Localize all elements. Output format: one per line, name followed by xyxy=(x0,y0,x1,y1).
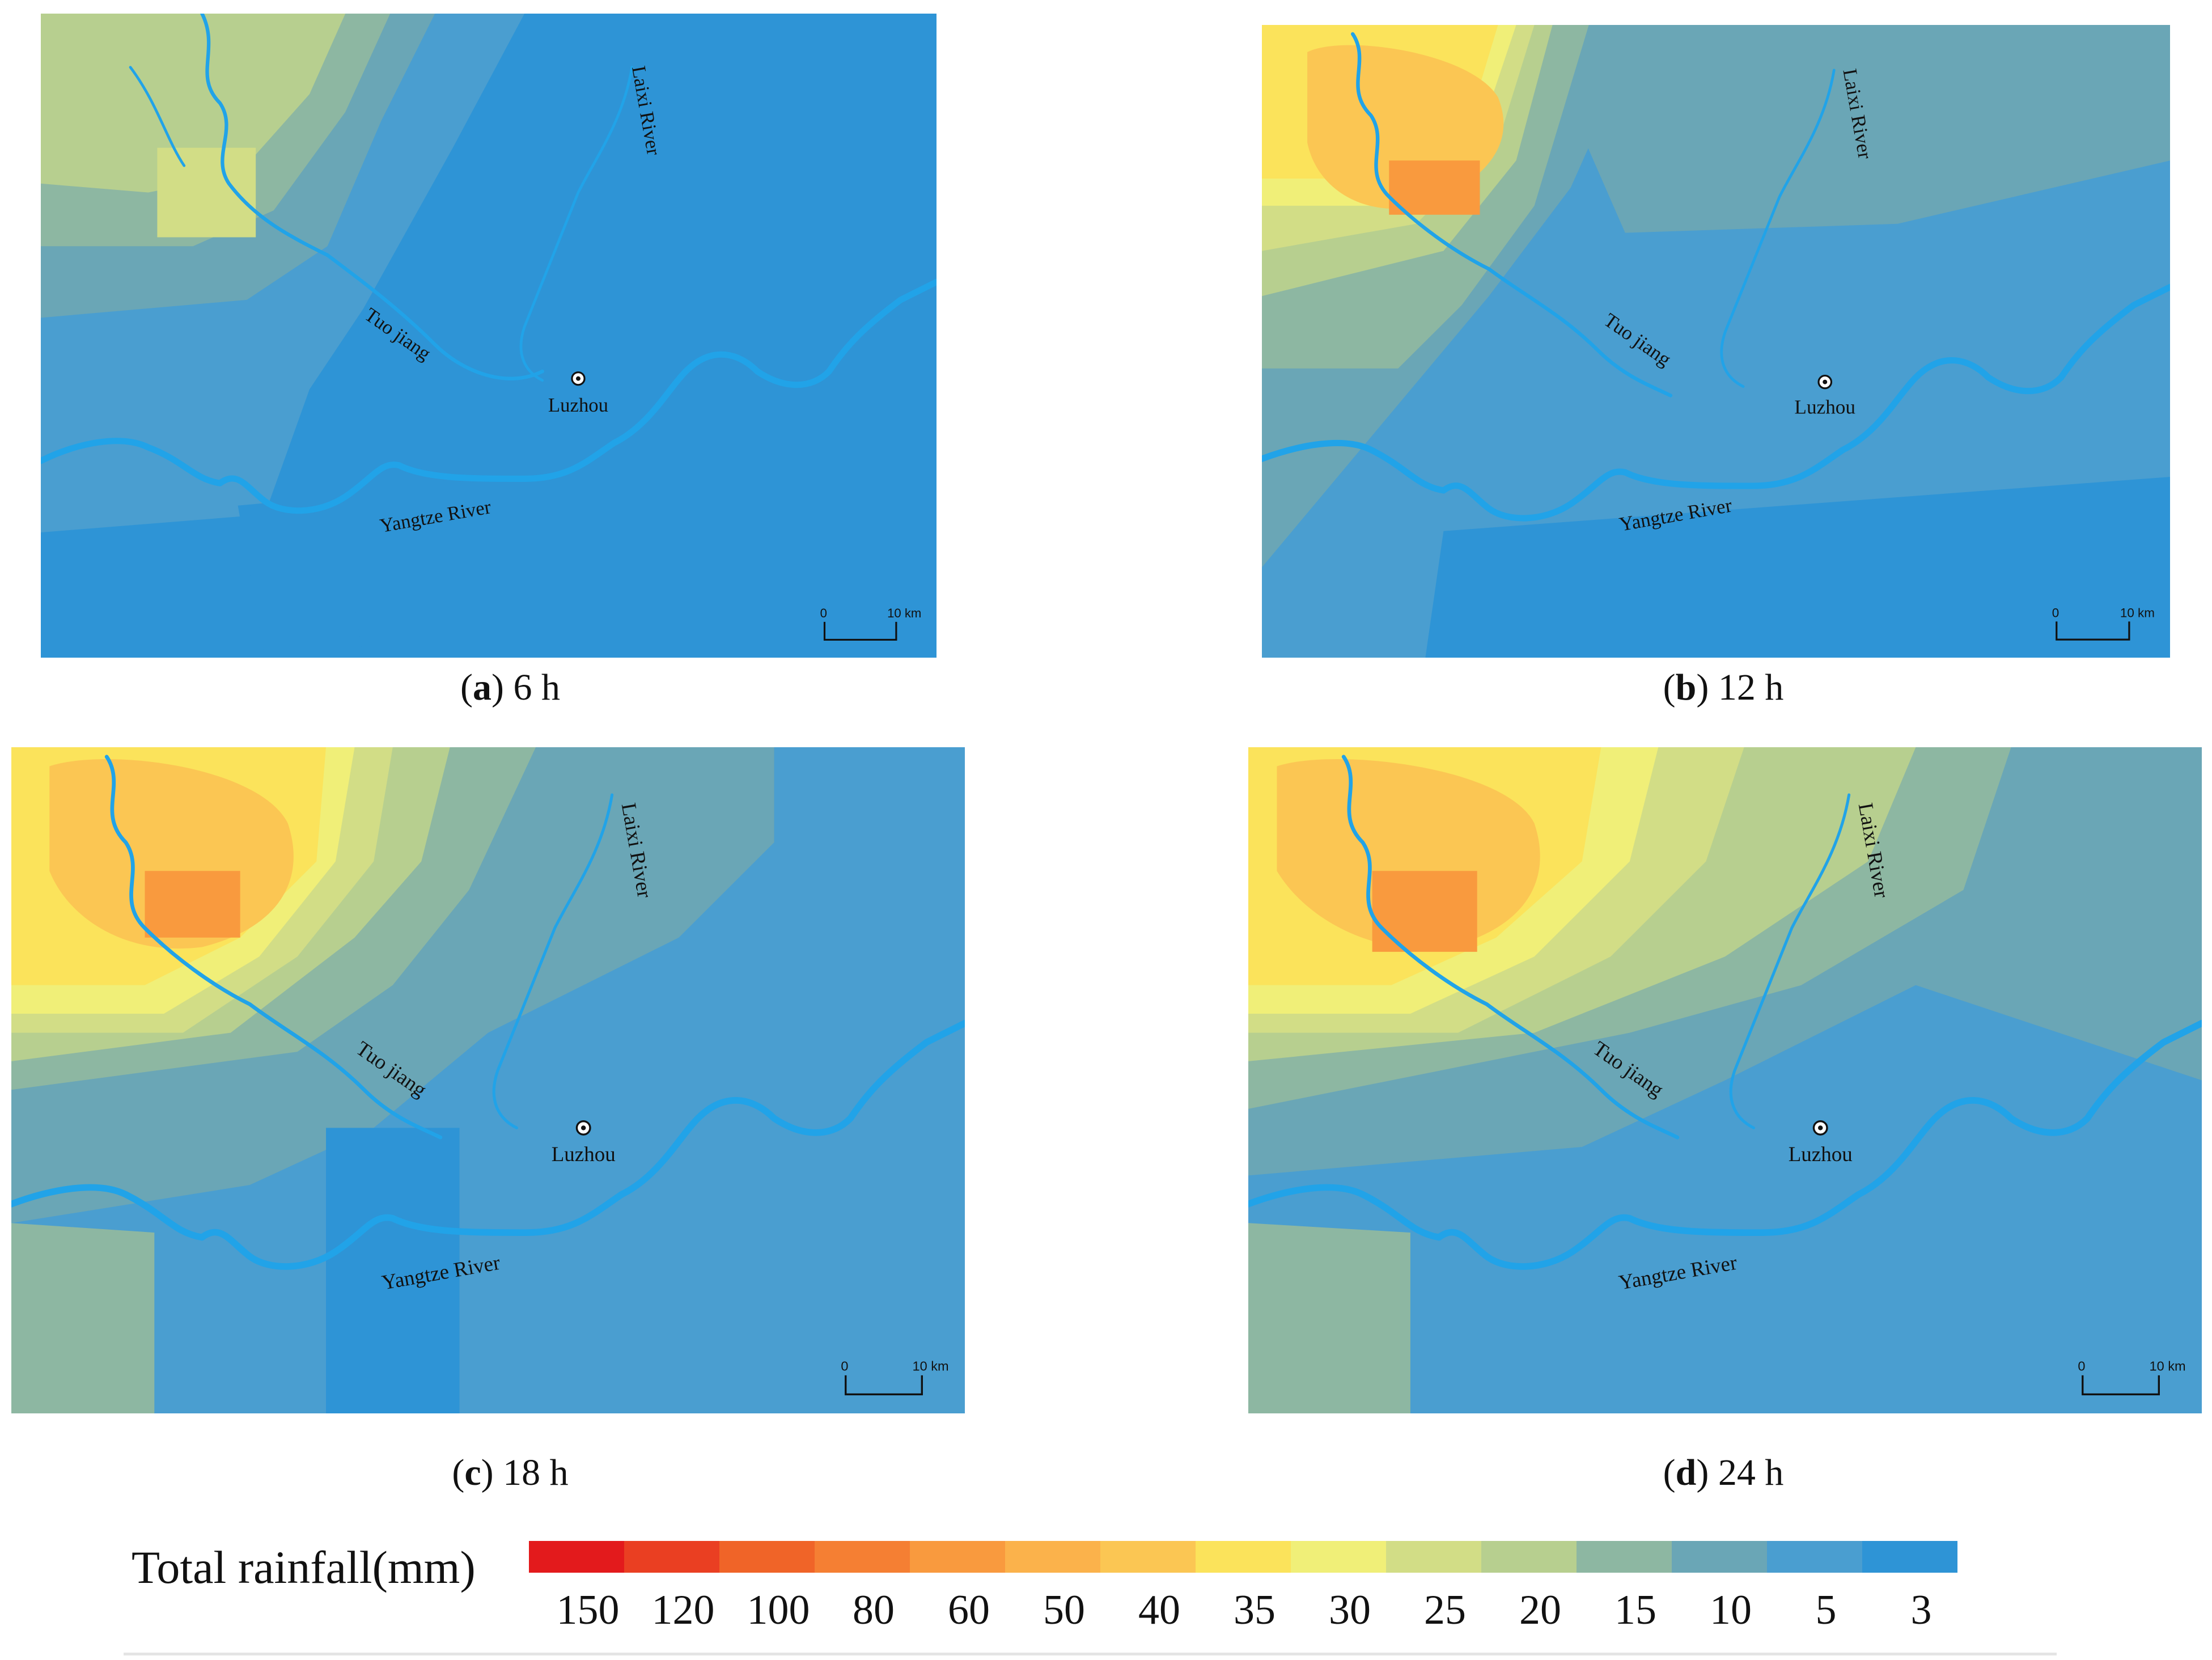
legend-swatch-13 xyxy=(1767,1541,1862,1573)
legend-tick-label: 40 xyxy=(1138,1587,1180,1633)
scale-distance: 10 km xyxy=(912,1358,948,1373)
caption-b-letter: b xyxy=(1675,667,1697,708)
caption-b: (b) 12 h xyxy=(1663,667,1784,708)
legend-tick-label: 25 xyxy=(1424,1587,1466,1633)
legend-tick-label: 10 xyxy=(1710,1587,1752,1633)
caption-a-letter: a xyxy=(473,667,491,708)
yangtze-river-label: Yangtze River xyxy=(1617,1251,1739,1294)
scale-bar: 0 10 km xyxy=(841,1358,949,1396)
luzhou-label: Luzhou xyxy=(1794,396,1855,418)
luzhou-label: Luzhou xyxy=(552,1142,616,1166)
laixi-river-line xyxy=(1729,793,1851,1129)
scale-bar: 0 10 km xyxy=(820,606,921,641)
laixi-river-label: Laixi River xyxy=(617,801,657,900)
laixi-river-line xyxy=(519,66,634,382)
caption-b-time: 12 h xyxy=(1718,667,1784,708)
luzhou-label: Luzhou xyxy=(548,394,608,416)
caption-c: (c) 18 h xyxy=(452,1452,569,1493)
laixi-river-line xyxy=(1720,69,1836,388)
tuo-jiang-line xyxy=(104,755,443,1140)
scale-zero: 0 xyxy=(841,1358,848,1373)
yangtze-river-line xyxy=(1248,1019,2202,1270)
legend-swatch-10 xyxy=(1481,1541,1577,1573)
legend-swatch-8 xyxy=(1291,1541,1386,1573)
legend-swatch-2 xyxy=(719,1541,815,1573)
scale-distance: 10 km xyxy=(2149,1358,2185,1373)
legend-title: Total rainfall(mm) xyxy=(132,1542,476,1593)
tuo-jiang-line xyxy=(1350,32,1673,397)
yangtze-river-line xyxy=(11,1019,965,1270)
caption-d: (d) 24 h xyxy=(1663,1452,1784,1493)
legend-tick-label: 5 xyxy=(1815,1587,1837,1633)
legend-tick-label: 80 xyxy=(853,1587,895,1633)
map-panel-c: Luzhou Tuo jiang Laixi River Yangtze Riv… xyxy=(11,747,965,1413)
yangtze-river-line xyxy=(1262,283,2170,522)
scale-bar: 0 10 km xyxy=(2052,605,2155,641)
scale-zero: 0 xyxy=(2052,605,2059,620)
legend-tick-label: 15 xyxy=(1614,1587,1656,1633)
river-overlay: Luzhou Tuo jiang Laixi River Yangtze Riv… xyxy=(1248,755,2202,1396)
legend-tick-label: 20 xyxy=(1519,1587,1561,1633)
scale-bar: 0 10 km xyxy=(2078,1358,2186,1396)
legend-color-bar xyxy=(529,1541,1957,1573)
scale-distance: 10 km xyxy=(887,606,921,620)
caption-d-time: 24 h xyxy=(1718,1452,1784,1493)
rainfall-map xyxy=(41,14,937,658)
map-panel-d: Luzhou Tuo jiang Laixi River Yangtze Riv… xyxy=(1248,747,2202,1413)
laixi-river-label: Laixi River xyxy=(1838,67,1876,160)
legend-swatch-0 xyxy=(529,1541,624,1573)
laixi-river-line xyxy=(492,793,614,1129)
scale-zero: 0 xyxy=(820,606,827,620)
tuo-jiang-line xyxy=(200,14,544,380)
legend-swatch-1 xyxy=(624,1541,719,1573)
legend-swatch-11 xyxy=(1577,1541,1672,1573)
legend-swatch-9 xyxy=(1386,1541,1481,1573)
yangtze-river-line xyxy=(41,278,937,514)
yangtze-river-label: Yangtze River xyxy=(1617,494,1734,536)
yangtze-river-label: Yangtze River xyxy=(380,1251,502,1294)
scale-distance: 10 km xyxy=(2120,605,2155,620)
legend: Total rainfall(mm) 150 120 100 80 60 50 40 35 30… xyxy=(124,1525,2057,1655)
legend-tick-label: 120 xyxy=(651,1587,715,1633)
legend-swatch-12 xyxy=(1672,1541,1767,1573)
legend-swatch-4 xyxy=(910,1541,1005,1573)
legend-tick-label: 30 xyxy=(1329,1587,1371,1633)
legend-tick-label: 50 xyxy=(1043,1587,1085,1633)
caption-c-time: 18 h xyxy=(503,1452,569,1493)
yangtze-river-label: Yangtze River xyxy=(378,496,493,537)
legend-swatch-5 xyxy=(1005,1541,1100,1573)
legend-tick-label: 3 xyxy=(1910,1587,1932,1633)
scale-zero: 0 xyxy=(2078,1358,2085,1373)
tuo-jiang-line xyxy=(1341,755,1680,1140)
legend-swatch-7 xyxy=(1196,1541,1291,1573)
legend-swatch-3 xyxy=(815,1541,910,1573)
river-overlay: Luzhou Tuo jiang Laixi River Yangtze Riv… xyxy=(41,14,937,641)
legend-tick-label: 100 xyxy=(747,1587,810,1633)
caption-a: (a) 6 h xyxy=(460,667,560,708)
rainfall-map xyxy=(1262,25,2170,658)
laixi-river-label: Laixi River xyxy=(628,64,665,157)
laixi-river-label: Laixi River xyxy=(1854,801,1894,900)
rainfall-map xyxy=(11,747,965,1413)
legend-swatch-6 xyxy=(1100,1541,1196,1573)
rainfall-map xyxy=(1248,747,2202,1413)
legend-swatch-14 xyxy=(1862,1541,1957,1573)
caption-c-letter: c xyxy=(464,1452,481,1493)
legend-tick-label: 60 xyxy=(948,1587,990,1633)
legend-tick-label: 150 xyxy=(556,1587,620,1633)
legend-tick-label: 35 xyxy=(1234,1587,1275,1633)
tributary-line xyxy=(129,66,186,167)
map-panel-b: Luzhou Tuo jiang Laixi River Yangtze Riv… xyxy=(1262,25,2170,658)
river-overlay: Luzhou Tuo jiang Laixi River Yangtze Riv… xyxy=(11,755,965,1396)
map-panel-a: Luzhou Tuo jiang Laixi River Yangtze Riv… xyxy=(41,14,937,658)
caption-d-letter: d xyxy=(1675,1452,1697,1493)
river-overlay: Luzhou Tuo jiang Laixi River Yangtze Riv… xyxy=(1262,32,2170,641)
luzhou-label: Luzhou xyxy=(1789,1142,1853,1166)
caption-a-time: 6 h xyxy=(513,667,560,708)
